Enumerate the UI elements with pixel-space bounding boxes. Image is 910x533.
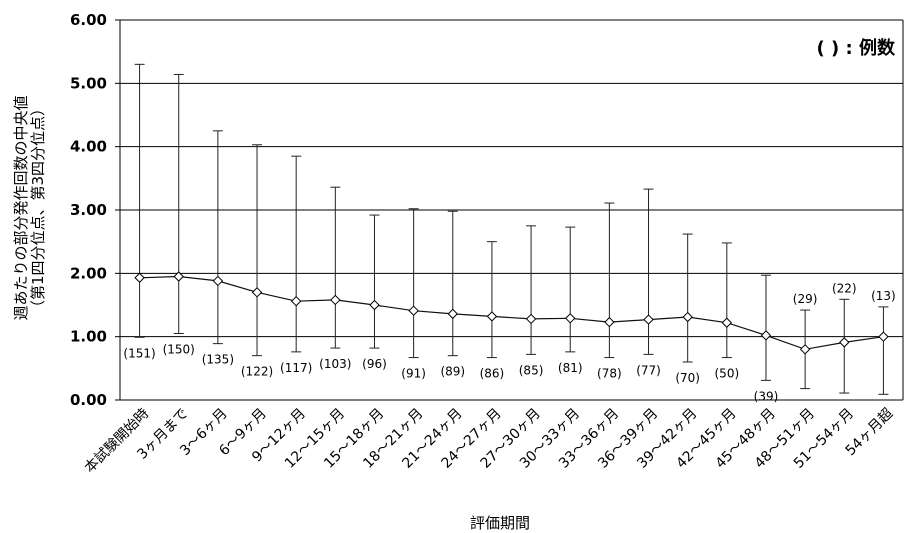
axes bbox=[119, 20, 904, 401]
sample-size-label: (117) bbox=[280, 361, 312, 375]
x-axis-category-labels: 本試験開始時3ヶ月まで3～6ヶ月6～9ヶ月9～12ヶ月12～15ヶ月15～18ヶ… bbox=[82, 406, 897, 477]
sample-size-label: (13) bbox=[871, 289, 896, 303]
sample-size-label: (85) bbox=[519, 363, 544, 377]
y-axis-ticks: 0.00 1.00 2.00 3.00 4.00 5.00 6.00 bbox=[70, 11, 120, 409]
sample-size-label: (96) bbox=[362, 357, 387, 371]
sample-size-label: (151) bbox=[123, 346, 155, 360]
sample-size-label: (91) bbox=[401, 367, 426, 381]
sample-size-label: (103) bbox=[319, 357, 351, 371]
x-axis-label: 評価期間 bbox=[470, 514, 530, 532]
sample-size-label: (77) bbox=[636, 363, 661, 377]
sample-size-label: (22) bbox=[832, 281, 857, 295]
median-point bbox=[408, 305, 419, 316]
y-axis-label-line2: （第1四分位点、第3四分位点） bbox=[29, 101, 47, 315]
y-tick-label: 6.00 bbox=[70, 11, 107, 29]
median-point bbox=[251, 287, 263, 298]
sample-size-label: (122) bbox=[241, 365, 273, 379]
median-point bbox=[799, 344, 811, 355]
y-axis-label-line1: 週あたりの部分発作回数の中央値 bbox=[12, 95, 30, 320]
median-point bbox=[486, 311, 498, 322]
sample-size-label: (39) bbox=[754, 389, 779, 403]
median-point bbox=[330, 294, 341, 306]
y-tick-label: 5.00 bbox=[70, 74, 107, 92]
median-line bbox=[139, 275, 884, 350]
sample-size-label: (81) bbox=[558, 361, 583, 375]
median-point bbox=[290, 295, 302, 307]
sample-size-label: (29) bbox=[793, 292, 818, 306]
sample-size-label: (78) bbox=[597, 367, 622, 381]
median-markers bbox=[134, 271, 889, 355]
median-point bbox=[760, 330, 772, 341]
median-point bbox=[565, 313, 576, 324]
median-point bbox=[134, 272, 145, 283]
median-point bbox=[173, 271, 184, 282]
y-tick-label: 3.00 bbox=[70, 201, 107, 219]
median-point bbox=[682, 311, 693, 323]
x-tick-label: 本試験開始時 bbox=[82, 406, 153, 477]
iqr-error-bars bbox=[134, 63, 889, 395]
y-tick-label: 4.00 bbox=[70, 138, 107, 156]
y-tick-label: 1.00 bbox=[70, 328, 107, 346]
y-axis-label: 週あたりの部分発作回数の中央値 （第1四分位点、第3四分位点） bbox=[12, 95, 47, 320]
median-point bbox=[604, 316, 615, 328]
sample-size-label: (86) bbox=[480, 367, 505, 381]
median-point bbox=[878, 331, 889, 342]
y-tick-label: 0.00 bbox=[70, 391, 107, 409]
median-point bbox=[839, 337, 850, 348]
grid-lines bbox=[120, 19, 903, 401]
median-polyline bbox=[139, 275, 884, 350]
sample-size-note: ( ) : 例数 bbox=[817, 37, 896, 59]
sample-size-label: (89) bbox=[440, 365, 465, 379]
sample-size-label: (135) bbox=[202, 353, 234, 367]
sample-size-label: (70) bbox=[675, 371, 700, 385]
sample-size-label: (50) bbox=[715, 367, 740, 381]
median-point bbox=[212, 275, 224, 287]
median-point bbox=[721, 317, 733, 328]
sample-size-labels: (151) (150) (135) (122) (117) (103) (96) (91) (8… bbox=[123, 281, 895, 403]
median-point bbox=[643, 314, 654, 325]
median-point bbox=[525, 313, 537, 325]
y-tick-label: 2.00 bbox=[70, 264, 107, 282]
median-point bbox=[369, 299, 380, 311]
median-point bbox=[447, 308, 458, 320]
sample-size-label: (150) bbox=[163, 343, 195, 357]
